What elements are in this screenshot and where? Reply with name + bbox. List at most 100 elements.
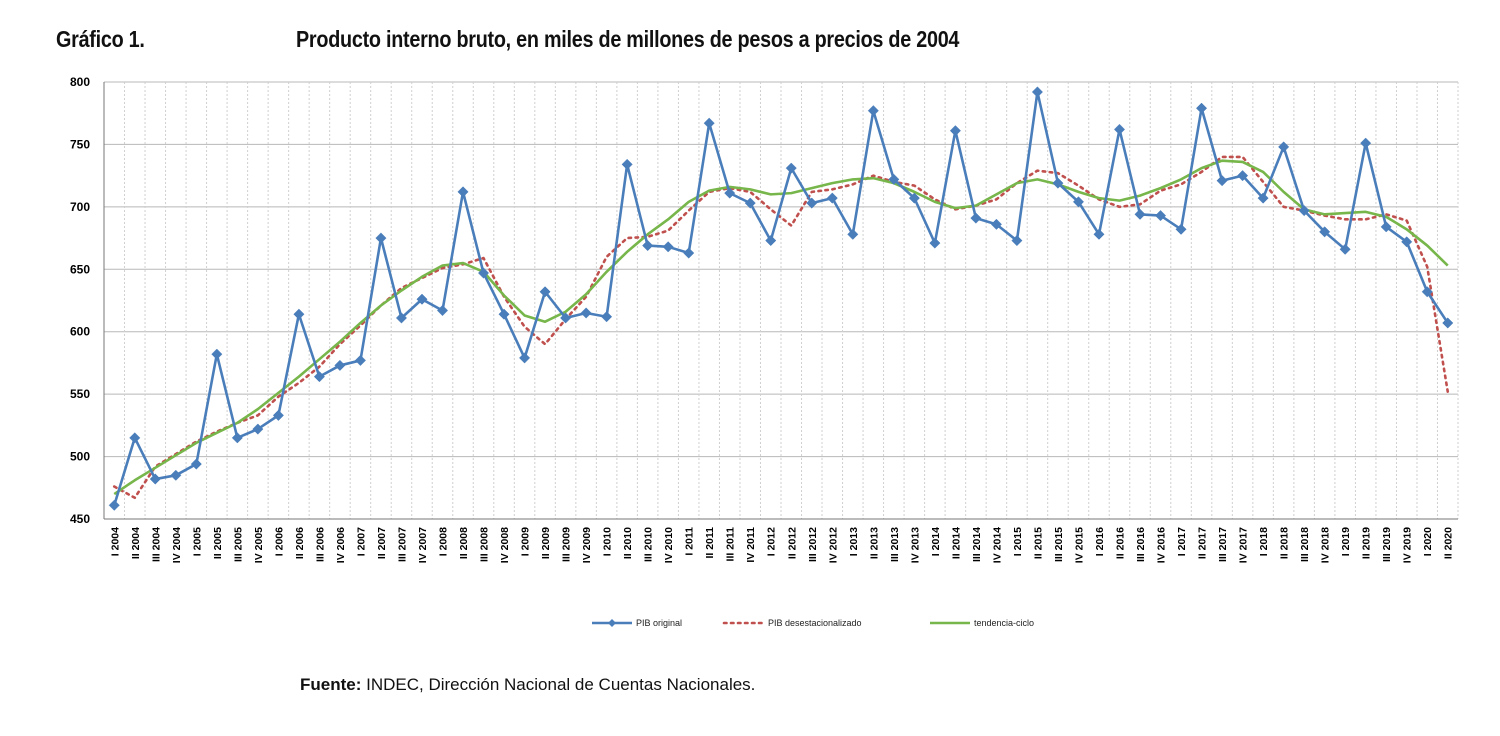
legend-label: PIB desestacionalizado: [768, 618, 862, 628]
chart-legend: PIB original PIB desestacionalizado tenden…: [592, 618, 1034, 628]
x-tick-label: III 2016: [1135, 527, 1147, 562]
data-point-marker: [170, 469, 182, 481]
data-point-marker: [744, 197, 756, 209]
data-point-marker: [1072, 196, 1085, 208]
data-point-marker: [1278, 141, 1290, 153]
x-tick-label: I 2005: [191, 527, 203, 556]
x-tick-label: I 2017: [1176, 527, 1188, 556]
x-tick-label: I 2004: [109, 527, 121, 556]
chart-grid: [103, 81, 1459, 520]
x-tick-label: IV 2015: [1073, 527, 1085, 563]
data-point-marker: [1175, 223, 1187, 235]
data-point-marker: [806, 197, 818, 209]
data-point-marker: [1442, 317, 1454, 329]
x-tick-label: III 2015: [1053, 527, 1065, 562]
legend-label: tendencia-ciclo: [974, 618, 1034, 628]
data-point-marker: [785, 162, 797, 174]
data-point-marker: [867, 105, 879, 117]
x-tick-label: II 2005: [212, 527, 224, 559]
x-tick-label: I 2015: [1012, 527, 1024, 556]
data-point-marker: [847, 228, 859, 240]
data-point-marker: [1031, 86, 1043, 98]
data-point-marker: [1319, 226, 1331, 238]
data-point-marker: [1113, 123, 1126, 135]
x-tick-label: II 2010: [622, 527, 634, 559]
data-point-marker: [580, 307, 592, 319]
x-tick-label: III 2004: [150, 527, 162, 562]
data-point-marker: [252, 423, 264, 435]
data-point-marker: [436, 304, 449, 317]
data-point-marker: [1216, 175, 1228, 187]
x-tick-label: I 2020: [1422, 527, 1434, 556]
x-tick-label: II 2008: [458, 527, 470, 559]
x-tick-label: I 2008: [438, 527, 450, 556]
source-note: Fuente: INDEC, Dirección Nacional de Cue…: [300, 675, 755, 695]
data-point-marker: [149, 473, 161, 485]
x-tick-label: II 2011: [704, 527, 716, 559]
data-point-marker: [1298, 205, 1310, 217]
x-tick-label: II 2016: [1115, 527, 1127, 559]
chart-series: [108, 86, 1454, 511]
x-tick-label: IV 2008: [499, 527, 511, 563]
data-point-marker: [765, 235, 777, 247]
data-point-marker: [129, 432, 141, 444]
data-point-marker: [272, 409, 284, 421]
data-point-marker: [683, 247, 695, 259]
data-point-marker: [334, 359, 346, 371]
legend-label: PIB original: [636, 618, 682, 628]
source-label: Fuente:: [300, 675, 362, 694]
x-tick-label: II 2006: [294, 527, 306, 559]
series-line-1: [112, 155, 1450, 500]
x-tick-label: II 2014: [950, 527, 962, 559]
x-tick-label: II 2015: [1032, 527, 1044, 559]
data-point-marker: [601, 311, 613, 323]
y-axis: 450 500 550 600 650 700 750 800: [70, 75, 105, 526]
x-tick-label: I 2010: [602, 527, 614, 556]
x-tick-label: I 2013: [848, 527, 860, 556]
x-tick-label: IV 2007: [417, 527, 429, 563]
x-tick-label: III 2006: [314, 527, 326, 562]
x-tick-label: IV 2014: [991, 527, 1003, 563]
data-point-marker: [519, 352, 531, 364]
data-point-marker: [293, 308, 305, 320]
x-tick-label: III 2010: [643, 527, 655, 562]
x-tick-label: IV 2013: [909, 527, 921, 563]
x-tick-label: II 2019: [1361, 527, 1373, 559]
data-point-marker: [1052, 177, 1064, 189]
chart-title: Producto interno bruto, en miles de mill…: [296, 26, 960, 52]
x-tick-label: II 2004: [130, 527, 142, 559]
x-tick-label: IV 2018: [1320, 527, 1332, 563]
line-chart: 450 500 550 600 650 700 750 800 I 2004 II 2004 II…: [70, 75, 1459, 628]
x-tick-label: III 2014: [971, 527, 983, 562]
data-point-marker: [498, 308, 510, 320]
data-point-marker: [231, 432, 243, 444]
x-tick-label: III 2008: [479, 527, 491, 562]
y-tick-label: 600: [70, 325, 90, 339]
x-tick-label: II 2020: [1443, 527, 1455, 559]
data-point-marker: [1196, 102, 1208, 114]
x-tick-label: IV 2009: [581, 527, 593, 563]
data-point-marker: [662, 241, 674, 253]
x-tick-label: II 2007: [376, 527, 388, 559]
x-tick-label: II 2009: [540, 527, 552, 559]
x-tick-label: III 2005: [232, 527, 244, 562]
data-point-marker: [888, 173, 900, 185]
data-point-marker: [354, 354, 366, 366]
x-tick-label: I 2012: [766, 527, 778, 556]
x-tick-label: III 2012: [807, 527, 819, 562]
x-tick-label: IV 2012: [827, 527, 839, 563]
x-tick-label: II 2012: [786, 527, 798, 559]
x-tick-label: IV 2004: [171, 527, 183, 563]
data-point-marker: [990, 218, 1002, 230]
y-tick-label: 450: [70, 512, 90, 526]
data-point-marker: [1011, 235, 1023, 247]
x-tick-label: III 2017: [1217, 527, 1229, 562]
data-point-marker: [539, 286, 551, 298]
data-point-marker: [1257, 192, 1269, 204]
x-tick-label: III 2009: [561, 527, 573, 562]
data-point-marker: [908, 192, 920, 204]
data-point-marker: [457, 186, 469, 198]
data-point-marker: [211, 348, 223, 360]
y-tick-label: 650: [70, 262, 90, 276]
y-tick-label: 700: [70, 200, 90, 214]
